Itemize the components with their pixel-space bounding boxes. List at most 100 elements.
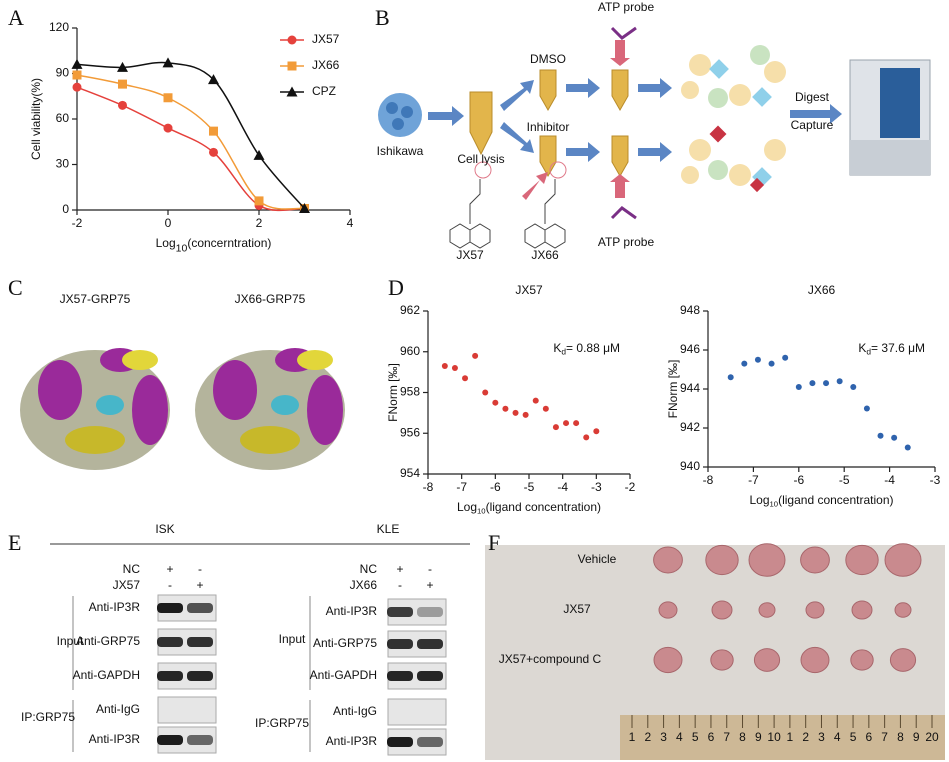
y-tick-label: 958 xyxy=(400,385,420,399)
marker xyxy=(209,147,218,157)
marker xyxy=(891,434,898,441)
marker xyxy=(482,389,489,396)
cell-line: KLE xyxy=(377,522,400,536)
x-tick-label: -7 xyxy=(456,480,467,494)
mass-spectrometer xyxy=(849,59,931,176)
ruler-number: 3 xyxy=(660,730,667,744)
y-axis-label: FNorm [‰] xyxy=(386,363,400,422)
x-axis-label-sub: 10 xyxy=(770,499,779,508)
marker xyxy=(552,424,559,431)
ruler-number: 5 xyxy=(850,730,857,744)
x-tick-label: -3 xyxy=(930,473,941,487)
structure-label: JX57-GRP75 xyxy=(60,292,131,306)
protein-structures xyxy=(20,348,345,470)
diagram-label: Inhibitor xyxy=(527,120,570,134)
ruler-number: 2 xyxy=(802,730,809,744)
y-axis-label: Cell viability(%) xyxy=(29,78,43,160)
ruler-number: 4 xyxy=(676,730,683,744)
panel-label: C xyxy=(8,275,23,300)
chart-title: JX57 xyxy=(515,283,543,297)
chemical-structures xyxy=(449,161,567,249)
ruler-number: 8 xyxy=(739,730,746,744)
arrow xyxy=(790,104,842,124)
condition-label: JX57 xyxy=(113,578,141,592)
blot xyxy=(387,698,447,726)
antibody-label: Anti-IgG xyxy=(333,704,377,718)
ruler-number: 2 xyxy=(644,730,651,744)
chart-title: JX66 xyxy=(808,283,836,297)
marker xyxy=(162,57,174,68)
annotation: Kd= 37.6 μM xyxy=(858,341,925,357)
protein-cluster xyxy=(681,45,786,193)
x-axis-label: Log10(ligand concentration) xyxy=(750,493,894,508)
group-label: IP:GRP75 xyxy=(21,710,75,724)
ruler xyxy=(620,715,945,760)
marker xyxy=(492,399,499,406)
row-label: Vehicle xyxy=(578,552,617,566)
marker xyxy=(904,444,911,451)
y-tick-label: 90 xyxy=(56,66,70,80)
tube xyxy=(611,69,629,112)
condition-sign: - xyxy=(428,562,432,576)
legend-label: CPZ xyxy=(312,84,336,98)
tube xyxy=(469,91,493,156)
tube xyxy=(539,69,557,112)
band xyxy=(157,637,183,647)
y-tick-label: 940 xyxy=(680,459,700,473)
arrow xyxy=(610,40,630,66)
tumor xyxy=(851,600,873,620)
arrow xyxy=(500,122,534,153)
marker xyxy=(542,405,549,412)
band xyxy=(387,737,413,747)
diagram-label: Digest xyxy=(795,90,830,104)
marker xyxy=(472,352,479,359)
ruler-number: 1 xyxy=(787,730,794,744)
annotation-sub: d xyxy=(561,347,566,357)
marker xyxy=(583,434,590,441)
x-axis-label-main: Log xyxy=(750,493,770,507)
condition-sign: + xyxy=(396,562,403,576)
antibody-label: Anti-GRP75 xyxy=(76,634,140,648)
antibody-label: Anti-IP3R xyxy=(89,600,141,614)
legend-label: JX66 xyxy=(312,58,340,72)
axes xyxy=(427,311,630,475)
axes xyxy=(76,28,350,211)
cell xyxy=(386,102,398,114)
tumor xyxy=(705,544,739,576)
ruler-number: 7 xyxy=(723,730,730,744)
ruler-number: 8 xyxy=(897,730,904,744)
marker xyxy=(163,123,173,133)
tumor xyxy=(894,602,912,618)
marker xyxy=(287,35,297,45)
marker xyxy=(71,58,83,69)
marker xyxy=(254,196,264,206)
marker xyxy=(209,126,218,136)
tumor xyxy=(800,646,830,674)
ruler-number: 6 xyxy=(708,730,715,744)
cell-line: ISK xyxy=(155,522,174,536)
condition-sign: + xyxy=(196,578,203,592)
condition-label: NC xyxy=(123,562,141,576)
x-tick-label: -5 xyxy=(524,480,535,494)
x-tick-label: -8 xyxy=(423,480,434,494)
band xyxy=(187,735,213,745)
x-tick-label: 0 xyxy=(165,216,172,230)
panel-label: A xyxy=(8,5,24,30)
antibody-label: Anti-GRP75 xyxy=(313,636,377,650)
antibody-label: Anti-GAPDH xyxy=(73,668,140,682)
x-tick-label: -3 xyxy=(591,480,602,494)
tumor xyxy=(748,543,786,577)
y-tick-label: 30 xyxy=(56,157,70,171)
x-tick-label: 4 xyxy=(347,216,354,230)
band xyxy=(187,603,213,613)
series-line xyxy=(76,86,305,212)
antibody-label: Anti-GAPDH xyxy=(310,668,377,682)
y-tick-label: 120 xyxy=(49,20,69,34)
band xyxy=(387,639,413,649)
row-label: JX57+compound C xyxy=(499,652,602,666)
x-tick-label: -2 xyxy=(625,480,636,494)
tumor xyxy=(800,546,830,574)
tumor xyxy=(845,544,879,576)
arrow xyxy=(638,142,672,162)
marker xyxy=(118,79,127,89)
